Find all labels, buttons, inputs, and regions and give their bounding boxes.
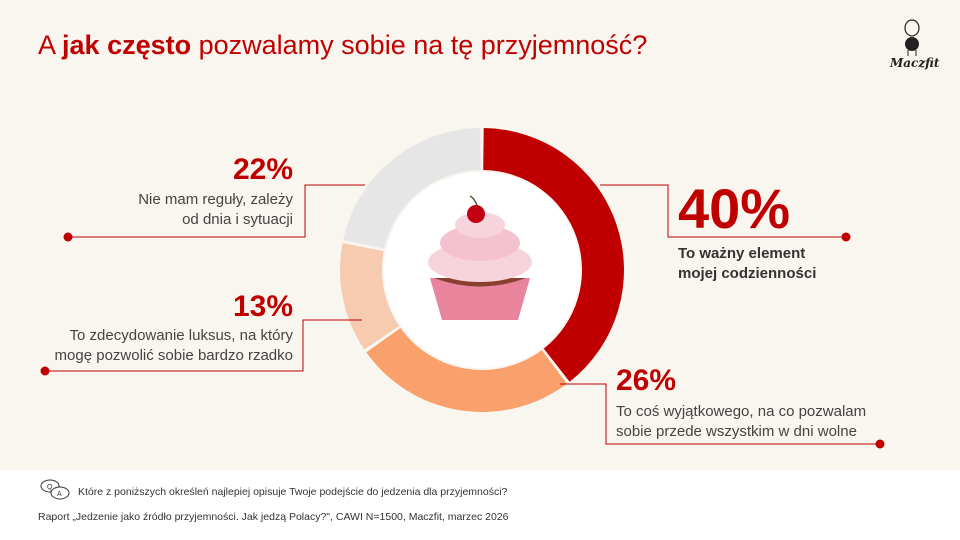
donut-chart [40,128,885,449]
label-22: Nie mam reguły, zależy od dnia i sytuacji [138,191,293,228]
survey-question: Które z poniższych określeń najlepiej op… [78,486,508,498]
pct-26: 26% [616,364,677,397]
leader-dot [875,439,885,449]
label-13: To zdecydowanie luksus, na który mogę poz… [54,327,293,364]
svg-text:Q: Q [47,484,53,491]
svg-text:A: A [57,491,62,498]
leader-13 [45,319,362,372]
leader-22 [68,184,365,238]
leader-dot [841,232,851,242]
pct-40: 40% [678,177,791,240]
leader-dot [63,232,73,242]
label-26: To coś wyjątkowego, na co pozwalam sobie … [616,403,867,440]
donut-slice-22 [343,128,481,249]
donut-slice-40 [483,128,624,382]
qa-icon: Q A [40,479,70,500]
donut-slice-26 [366,327,567,412]
leader-26 [560,383,880,445]
page-title: A jak często pozwalamy sobie na tę przyj… [38,30,648,60]
logo-icon [904,19,920,56]
cupcake-icon [428,195,532,320]
donut-slice-13 [340,243,400,350]
source-note: Raport „Jedzenie jako źródło przyjemnośc… [38,511,509,523]
pct-13: 13% [232,290,293,323]
pct-22: 22% [232,153,293,186]
label-40: To ważny element mojej codzienności [678,245,817,282]
maczfit-logo: Maczfit [888,18,940,74]
logo-text: Maczfit [890,56,940,70]
leader-40 [600,184,846,238]
leader-dot [40,366,50,376]
